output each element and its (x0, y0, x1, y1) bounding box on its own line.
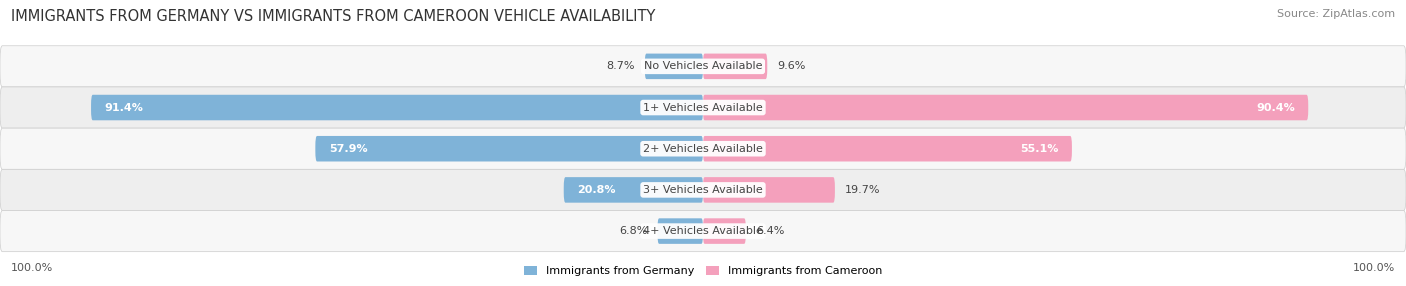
Text: 20.8%: 20.8% (576, 185, 616, 195)
FancyBboxPatch shape (315, 136, 703, 162)
Text: 4+ Vehicles Available: 4+ Vehicles Available (643, 226, 763, 236)
Text: 90.4%: 90.4% (1256, 103, 1295, 112)
FancyBboxPatch shape (703, 53, 768, 79)
Text: 3+ Vehicles Available: 3+ Vehicles Available (643, 185, 763, 195)
FancyBboxPatch shape (645, 53, 703, 79)
Text: IMMIGRANTS FROM GERMANY VS IMMIGRANTS FROM CAMEROON VEHICLE AVAILABILITY: IMMIGRANTS FROM GERMANY VS IMMIGRANTS FR… (11, 9, 655, 23)
FancyBboxPatch shape (91, 95, 703, 120)
Text: 55.1%: 55.1% (1021, 144, 1059, 154)
FancyBboxPatch shape (564, 177, 703, 203)
Text: 9.6%: 9.6% (778, 61, 806, 71)
FancyBboxPatch shape (0, 210, 1406, 252)
FancyBboxPatch shape (703, 177, 835, 203)
Text: 8.7%: 8.7% (606, 61, 634, 71)
Text: 19.7%: 19.7% (845, 185, 880, 195)
FancyBboxPatch shape (0, 128, 1406, 169)
Text: 100.0%: 100.0% (11, 263, 53, 273)
Legend: Immigrants from Germany, Immigrants from Cameroon: Immigrants from Germany, Immigrants from… (519, 261, 887, 281)
Text: No Vehicles Available: No Vehicles Available (644, 61, 762, 71)
FancyBboxPatch shape (703, 95, 1308, 120)
FancyBboxPatch shape (703, 218, 745, 244)
Text: 6.8%: 6.8% (619, 226, 647, 236)
Text: 2+ Vehicles Available: 2+ Vehicles Available (643, 144, 763, 154)
FancyBboxPatch shape (0, 169, 1406, 210)
FancyBboxPatch shape (658, 218, 703, 244)
Text: 91.4%: 91.4% (104, 103, 143, 112)
Text: 100.0%: 100.0% (1353, 263, 1395, 273)
FancyBboxPatch shape (0, 87, 1406, 128)
Text: 57.9%: 57.9% (329, 144, 367, 154)
FancyBboxPatch shape (703, 136, 1071, 162)
Text: Source: ZipAtlas.com: Source: ZipAtlas.com (1277, 9, 1395, 19)
Text: 1+ Vehicles Available: 1+ Vehicles Available (643, 103, 763, 112)
FancyBboxPatch shape (0, 46, 1406, 87)
Text: 6.4%: 6.4% (756, 226, 785, 236)
